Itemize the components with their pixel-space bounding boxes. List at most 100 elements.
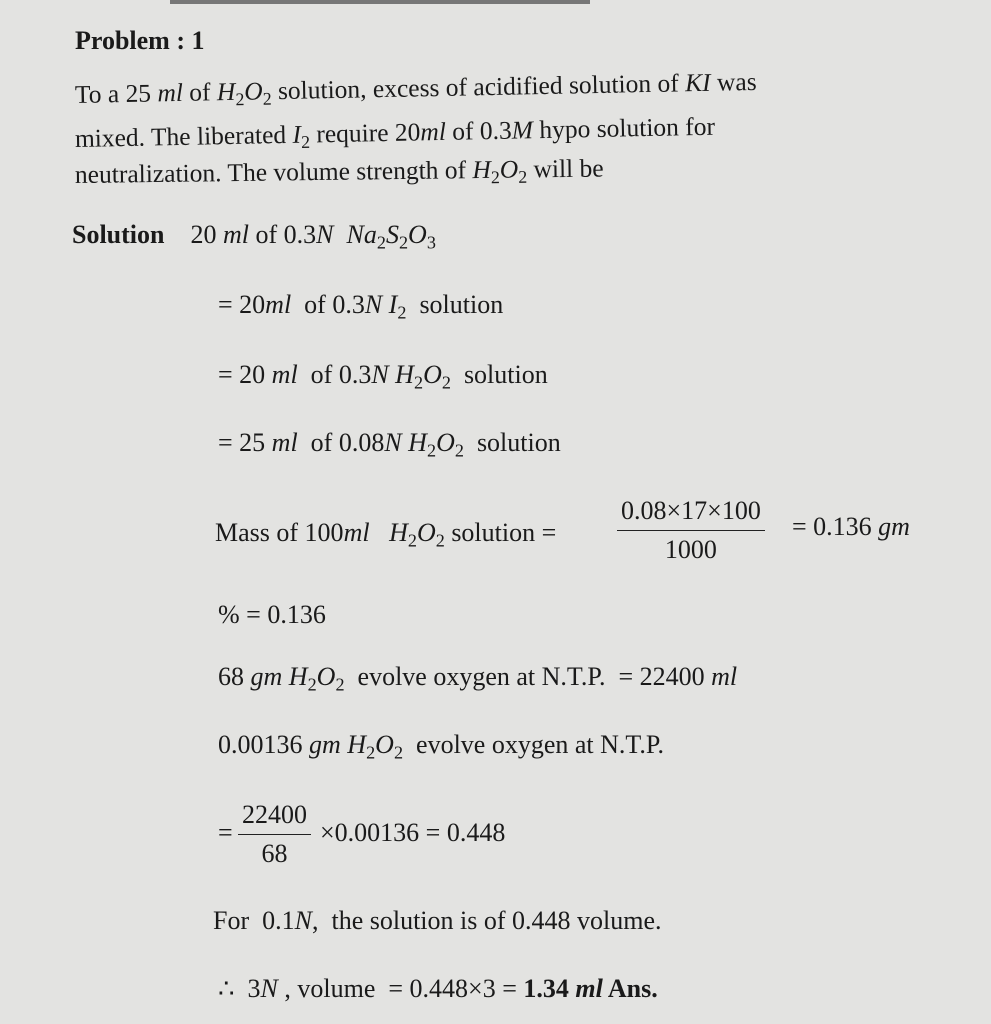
text-segment: 20 (164, 220, 223, 249)
text-segment: solution (450, 360, 548, 389)
text-segment: H (472, 154, 492, 185)
text-segment: = (218, 818, 233, 847)
text-segment: 2 (366, 742, 376, 763)
text-segment: S (385, 220, 399, 249)
text-segment: gm H (250, 662, 308, 691)
fraction-denominator: 68 (261, 839, 288, 868)
problem-line-2: mixed. The liberated I2 require 20ml of … (75, 112, 716, 162)
page-edge (170, 0, 590, 4)
text-segment: = 25 (218, 428, 272, 457)
text-segment: of 0.3 (297, 360, 372, 389)
text-segment: 2 (335, 674, 345, 695)
text-segment: N I (364, 290, 398, 319)
text-segment: % = 0.136 (218, 600, 326, 629)
text-segment: O (423, 360, 442, 389)
text-segment: 68 (218, 662, 251, 691)
text-segment: solution = (444, 518, 557, 547)
volume-fraction: 22400 68 (238, 800, 311, 869)
text-segment: 1.34 (523, 974, 576, 1003)
text-segment: 0.00136 (218, 730, 309, 759)
text-segment: = 20 (218, 290, 266, 319)
oxygen-line-2: 0.00136 gm H2O2 evolve oxygen at N.T.P. (218, 730, 664, 767)
text-segment: gm H (309, 730, 367, 759)
fraction-numerator: 22400 (238, 800, 311, 835)
text-segment: ml (711, 662, 738, 691)
text-segment: H (216, 76, 236, 107)
text-segment: 2 (407, 530, 417, 551)
mass-fraction: 0.08×17×100 1000 (617, 496, 765, 565)
answer-line: ∴ 3N , volume = 0.448×3 = 1.34 ml Ans. (218, 974, 658, 1004)
text-segment: O (499, 154, 519, 184)
text-segment: Solution (72, 220, 165, 249)
text-segment: was (710, 66, 757, 97)
text-segment: 2 (454, 440, 464, 461)
text-segment: , volume = 0.448×3 = (277, 974, 524, 1003)
text-segment: solution (406, 290, 504, 319)
text-segment: H (369, 518, 408, 547)
problem-line-1: To a 25 ml of H2O2 solution, excess of a… (75, 67, 757, 117)
text-segment: N (260, 974, 278, 1003)
text-segment: of 0.3 (249, 220, 317, 249)
percent-line: % = 0.136 (218, 600, 326, 630)
text-segment: 2 (307, 674, 317, 695)
mass-line: Mass of 100ml H2O2 solution = (215, 518, 556, 555)
text-segment: 2 (441, 372, 451, 393)
text-segment: Problem : 1 (75, 26, 205, 55)
text-segment: ml (271, 360, 298, 389)
text-segment: of 0.3 (291, 290, 365, 319)
text-segment: ml (265, 290, 292, 319)
solution-line-2: = 20ml of 0.3N I2 solution (218, 290, 503, 327)
text-segment: neutralization. The volume strength of (74, 155, 473, 189)
text-segment: solution, excess of acidified solution o… (271, 68, 686, 106)
text-segment: = 20 (218, 360, 272, 389)
text-segment: ml (271, 428, 298, 457)
volume-calc-prefix: = (218, 818, 233, 848)
text-segment: KI (684, 67, 711, 98)
fraction-numerator: 0.08×17×100 (617, 496, 765, 531)
text-segment: M (511, 115, 534, 145)
solution-line-1: Solution 20 ml of 0.3N Na2S2O3 (72, 220, 436, 257)
text-segment: , the solution is of 0.448 volume. (311, 906, 662, 935)
text-segment: gm (878, 512, 910, 541)
text-segment: ml (575, 974, 603, 1003)
text-segment: ml (343, 518, 370, 547)
volume-calc-suffix: ×0.00136 = 0.448 (320, 818, 505, 848)
text-segment: 2 (393, 742, 404, 763)
text-segment: Na (333, 220, 377, 249)
text-segment: O (416, 518, 436, 547)
solution-line-4: = 25 ml of 0.08N H2O2 solution (218, 428, 561, 465)
text-segment: O (243, 76, 263, 106)
text-segment: To a 25 (74, 78, 158, 109)
text-segment: N H (371, 360, 414, 389)
text-segment: evolve oxygen at N.T.P. = 22400 (344, 662, 712, 691)
text-segment: evolve oxygen at N.T.P. (403, 730, 664, 759)
text-segment: N (316, 220, 334, 249)
text-segment: of (182, 77, 218, 107)
text-segment: O (408, 220, 427, 249)
text-segment: 2 (376, 232, 386, 253)
text-segment: 3 (426, 232, 436, 253)
problem-heading: Problem : 1 (75, 26, 205, 56)
text-segment: of 0.3 (445, 115, 513, 146)
text-segment: hypo solution for (532, 111, 716, 145)
oxygen-line-1: 68 gm H2O2 evolve oxygen at N.T.P. = 224… (218, 662, 737, 699)
text-segment: solution (463, 428, 561, 457)
text-segment: Ans. (602, 974, 658, 1003)
text-segment: require 20 (309, 117, 421, 149)
text-segment: = 0.136 (792, 512, 879, 541)
text-segment: of 0.08 (297, 428, 385, 457)
solution-line-3: = 20 ml of 0.3N H2O2 solution (218, 360, 548, 397)
fraction-denominator: 1000 (664, 535, 717, 564)
text-segment: mixed. The liberated (74, 119, 293, 153)
text-segment: 2 (300, 131, 311, 153)
text-segment: will be (526, 153, 604, 184)
text-segment: 2 (413, 372, 424, 393)
mass-result: = 0.136 gm (792, 512, 910, 542)
text-segment: ×0.00136 = 0.448 (320, 818, 506, 847)
text-segment: 2 (398, 232, 409, 253)
text-segment: ml (420, 116, 447, 147)
text-segment: For 0.1 (213, 906, 295, 935)
text-segment: O (436, 428, 455, 457)
text-segment: ∴ 3 (218, 974, 261, 1003)
text-segment: 2 (262, 88, 272, 109)
